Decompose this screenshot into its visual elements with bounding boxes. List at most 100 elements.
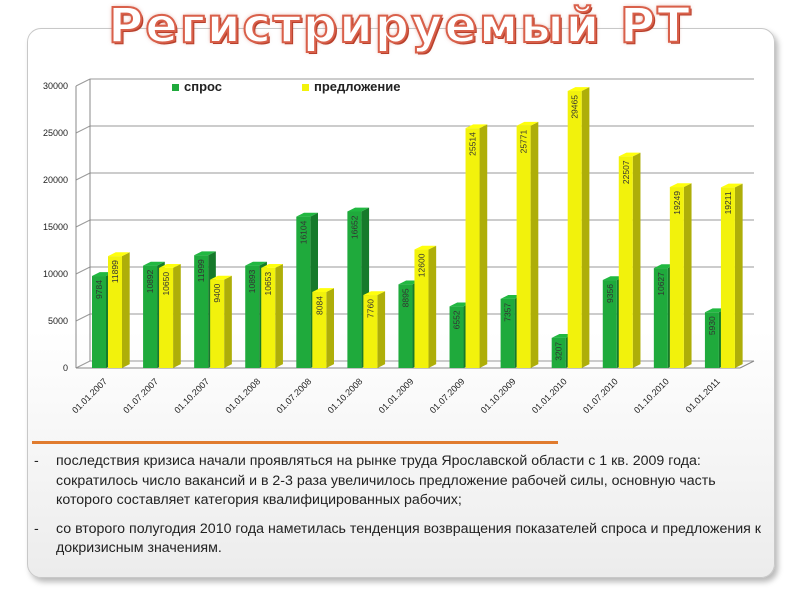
gridline-depth	[75, 125, 91, 134]
supply-bar-side	[734, 183, 743, 368]
demand-bar	[704, 312, 719, 368]
x-tick-label: 01.10.2008	[326, 376, 365, 415]
supply-bar-top	[618, 152, 641, 157]
supply-data-label: 12600	[416, 253, 426, 277]
demand-bar	[551, 337, 566, 368]
demand-data-label: 7357	[503, 303, 513, 322]
demand-bar	[500, 298, 515, 368]
x-tick-label: 01.10.2009	[479, 376, 518, 415]
supply-bar-side	[428, 245, 437, 368]
supply-bar-top	[669, 183, 692, 188]
y-tick-label: 15000	[43, 222, 68, 232]
bar-chart: 0 5000 10000 15000 20000 25000 30000 9784 11899 0…	[43, 78, 755, 415]
supply-bar-top	[108, 252, 130, 257]
legend-label-demand: спрос	[184, 79, 222, 94]
demand-data-label: 9356	[605, 284, 615, 303]
supply-bar	[312, 292, 327, 368]
demand-data-label: 9784	[94, 280, 104, 299]
gridline-depth	[75, 172, 91, 181]
bullet-text: последствия кризиса начали проявляться н…	[56, 453, 716, 508]
x-tick-label: 01.01.2007	[70, 376, 109, 415]
x-tick-label: 01.10.2007	[172, 376, 211, 415]
supply-bar-top	[567, 87, 590, 92]
supply-bar-side	[275, 264, 283, 368]
demand-bar-top	[296, 212, 319, 217]
supply-bar-top	[465, 124, 488, 129]
demand-data-label: 8895	[400, 288, 410, 307]
supply-data-label: 25771	[519, 129, 529, 153]
supply-bar	[261, 267, 276, 368]
supply-bar-top	[363, 291, 386, 296]
supply-bar	[210, 279, 225, 368]
demand-bar	[602, 280, 617, 368]
demand-bar	[194, 255, 209, 368]
legend-swatch-demand	[172, 84, 179, 91]
demand-data-label: 10892	[145, 269, 155, 293]
demand-bar-top	[245, 261, 267, 266]
supply-bar-side	[479, 124, 488, 369]
supply-bar-side	[326, 288, 335, 368]
demand-data-label: 11999	[196, 259, 206, 282]
demand-bar-top	[194, 251, 216, 256]
supply-data-label: 22507	[621, 160, 631, 184]
supply-bar	[516, 125, 531, 369]
demand-bar-top	[143, 261, 165, 266]
supply-bar-side	[224, 275, 232, 368]
demand-bar	[347, 211, 362, 368]
supply-bar	[465, 128, 480, 368]
supply-bar-top	[159, 264, 181, 268]
supply-data-label: 29465	[570, 95, 580, 119]
gridline-depth	[75, 360, 91, 369]
supply-bar-side	[122, 252, 130, 368]
y-tick-label: 20000	[43, 175, 68, 185]
supply-data-label: 10653	[263, 272, 273, 296]
demand-bar	[92, 276, 106, 368]
supply-data-label: 8084	[314, 296, 324, 315]
x-tick-label: 01.01.2009	[377, 376, 416, 415]
supply-bar-side	[632, 152, 641, 368]
supply-bar	[669, 187, 684, 368]
supply-bar-side	[173, 264, 181, 368]
gridline-depth	[75, 313, 91, 322]
supply-bar-top	[312, 288, 335, 293]
floor-edge	[739, 360, 755, 369]
bullet-marker: -	[34, 453, 39, 469]
x-tick-label: 01.07.2010	[581, 376, 620, 415]
y-tick-label: 30000	[43, 81, 68, 91]
supply-bar-side	[683, 183, 692, 368]
bullet-item-crisis: - последствия кризиса начали проявляться…	[32, 452, 767, 511]
demand-data-label: 16652	[349, 215, 359, 239]
demand-bar	[398, 284, 413, 368]
demand-data-label: 5930	[707, 316, 717, 335]
legend-swatch-supply	[302, 84, 309, 91]
demand-bar	[245, 265, 260, 368]
orange-divider-line	[32, 441, 558, 444]
x-tick-label: 01.01.2010	[530, 376, 569, 415]
supply-bar	[159, 267, 174, 368]
y-tick-label: 10000	[43, 269, 68, 279]
demand-data-label: 3207	[554, 342, 564, 361]
demand-bar	[449, 306, 464, 368]
supply-data-label: 25514	[468, 132, 478, 156]
x-tick-label: 01.01.2008	[223, 376, 262, 415]
supply-bar-top	[261, 264, 283, 268]
bullet-marker: -	[34, 520, 39, 537]
bullet-item-recovery: - со второго полугодия 2010 года наметил…	[32, 520, 767, 559]
supply-data-label: 19249	[672, 191, 682, 215]
demand-data-label: 6552	[452, 310, 462, 329]
supply-bar-side	[530, 121, 539, 368]
y-tick-label: 25000	[43, 128, 68, 138]
x-tick-label: 01.07.2007	[121, 376, 160, 415]
y-tick-label: 0	[63, 363, 68, 373]
demand-data-label: 10627	[656, 272, 666, 296]
supply-bar-top	[516, 121, 539, 126]
demand-bar-top	[347, 207, 370, 212]
gridline-depth	[75, 219, 91, 228]
bullet-list: - последствия кризиса начали проявляться…	[32, 452, 767, 568]
y-tick-label: 5000	[48, 316, 68, 326]
supply-bar-side	[377, 291, 386, 368]
gridline-depth	[75, 266, 91, 275]
x-tick-label: 01.01.2011	[684, 376, 722, 414]
supply-data-label: 11899	[110, 260, 120, 283]
supply-bar	[363, 295, 378, 368]
